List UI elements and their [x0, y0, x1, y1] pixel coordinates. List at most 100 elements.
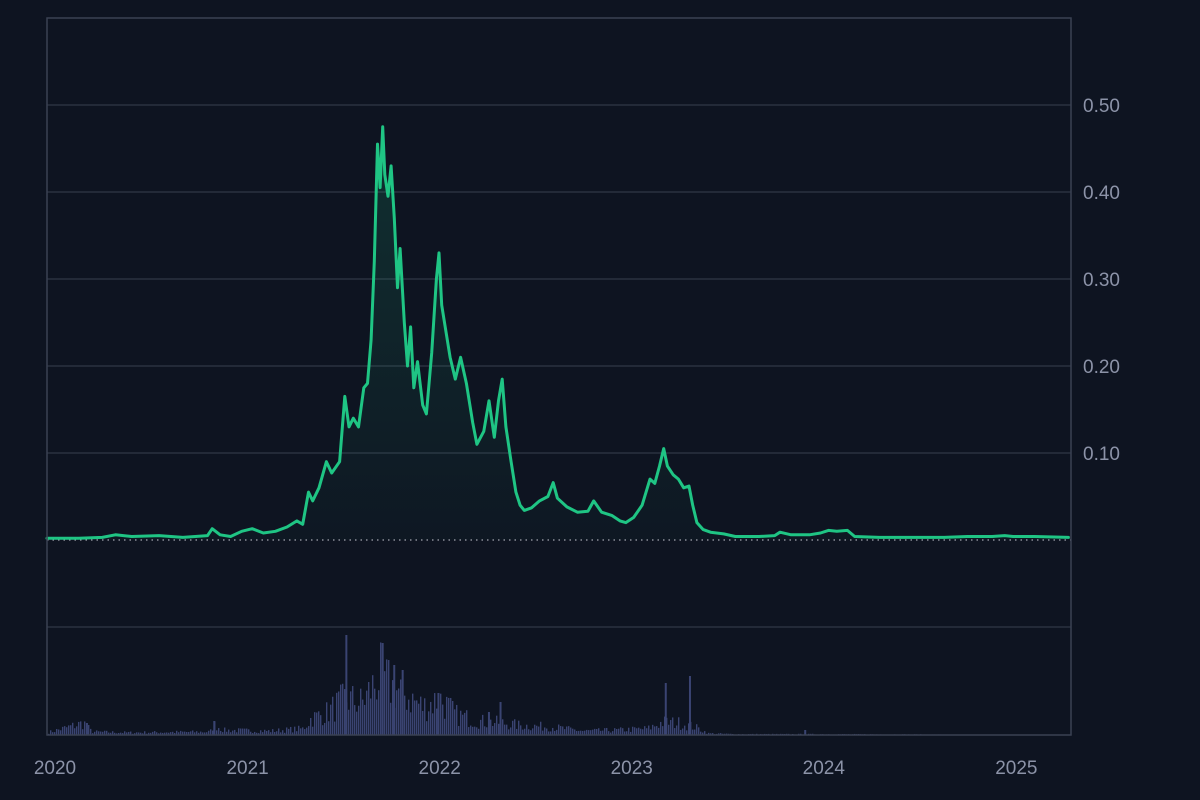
volume-bar	[446, 696, 448, 735]
volume-bar	[260, 730, 262, 735]
volume-bar	[60, 730, 62, 735]
volume-bar	[412, 693, 414, 735]
plot-frame	[46, 17, 1072, 736]
volume-bar	[600, 730, 602, 735]
volume-bar	[192, 730, 194, 735]
volume-bar	[416, 700, 418, 735]
volume-bar	[432, 713, 434, 735]
volume-bar	[562, 726, 564, 735]
volume-spike	[804, 730, 807, 735]
volume-bar	[656, 726, 658, 735]
volume-bar	[400, 679, 402, 735]
volume-bar	[444, 718, 446, 735]
volume-bar	[622, 728, 624, 735]
volume-bar	[558, 724, 560, 735]
volume-bar	[498, 723, 500, 735]
volume-bar	[142, 733, 144, 735]
volume-bar	[270, 732, 272, 735]
volume-bar	[458, 726, 460, 735]
volume-bar	[272, 729, 274, 735]
volume-bar	[326, 702, 328, 735]
volume-bar	[50, 730, 52, 735]
volume-bar	[676, 725, 678, 735]
volume-bar	[242, 728, 244, 735]
volume-bar	[472, 726, 474, 735]
volume-spike	[499, 702, 502, 735]
volume-bar	[256, 732, 258, 735]
volume-bar	[94, 731, 96, 735]
volume-bar	[290, 726, 292, 735]
volume-bar	[704, 731, 706, 735]
volume-bar	[540, 721, 542, 735]
volume-bar	[534, 724, 536, 735]
volume-bar	[324, 722, 326, 735]
volume-bar	[398, 688, 400, 735]
volume-bar	[224, 727, 226, 735]
volume-bar	[616, 729, 618, 735]
volume-bar	[120, 732, 122, 735]
volume-bar	[590, 730, 592, 735]
volume-bar	[668, 724, 670, 735]
volume-bar	[598, 728, 600, 735]
volume-bar	[162, 732, 164, 735]
volume-bar	[404, 695, 406, 735]
volume-bar	[384, 671, 386, 735]
volume-bar	[584, 730, 586, 735]
volume-bar	[468, 727, 470, 735]
volume-bar	[684, 725, 686, 735]
volume-bar	[140, 732, 142, 735]
volume-bar	[66, 727, 68, 735]
volume-bar	[170, 732, 172, 735]
volume-bar	[52, 732, 54, 735]
volume-bar	[96, 730, 98, 735]
volume-bar	[172, 731, 174, 735]
x-tick-label: 2022	[419, 758, 461, 779]
volume-bar	[580, 730, 582, 735]
volume-bar	[288, 728, 290, 735]
volume-bar	[510, 727, 512, 735]
volume-bar	[602, 730, 604, 735]
volume-bar	[720, 733, 722, 735]
volume-bar	[112, 731, 114, 735]
volume-bar	[518, 720, 520, 735]
volume-bar	[98, 731, 100, 735]
volume-bar	[648, 725, 650, 735]
volume-bar	[182, 731, 184, 735]
volume-bar	[364, 704, 366, 735]
volume-bar	[700, 731, 702, 735]
volume-bar	[350, 691, 352, 735]
volume-bar	[360, 688, 362, 735]
volume-bar	[448, 697, 450, 735]
volume-bar	[494, 723, 496, 735]
volume-bar	[80, 721, 82, 735]
volume-bar	[304, 729, 306, 735]
volume-bar	[178, 732, 180, 735]
volume-bar	[414, 700, 416, 735]
volume-bar	[76, 726, 78, 735]
volume-bar	[620, 727, 622, 735]
volume-bar	[492, 725, 494, 735]
volume-bar	[514, 719, 516, 735]
volume-bar	[322, 725, 324, 735]
volume-bar	[552, 727, 554, 735]
volume-bar	[486, 727, 488, 735]
volume-bar	[594, 728, 596, 735]
volume-bar	[104, 730, 106, 735]
volume-bar	[236, 732, 238, 735]
volume-bar	[340, 684, 342, 735]
volume-bar	[680, 729, 682, 735]
volume-bar	[116, 733, 118, 735]
volume-bar	[278, 728, 280, 735]
volume-bar	[508, 729, 510, 735]
volume-bar	[294, 726, 296, 735]
volume-bar	[466, 710, 468, 735]
volume-bar	[238, 728, 240, 735]
volume-bar	[240, 728, 242, 735]
volume-bar	[712, 733, 714, 735]
volume-bar	[332, 696, 334, 735]
volume-bar	[516, 728, 518, 735]
volume-bar	[78, 721, 80, 735]
x-tick-label: 2024	[803, 758, 846, 779]
volume-bar	[212, 730, 214, 735]
